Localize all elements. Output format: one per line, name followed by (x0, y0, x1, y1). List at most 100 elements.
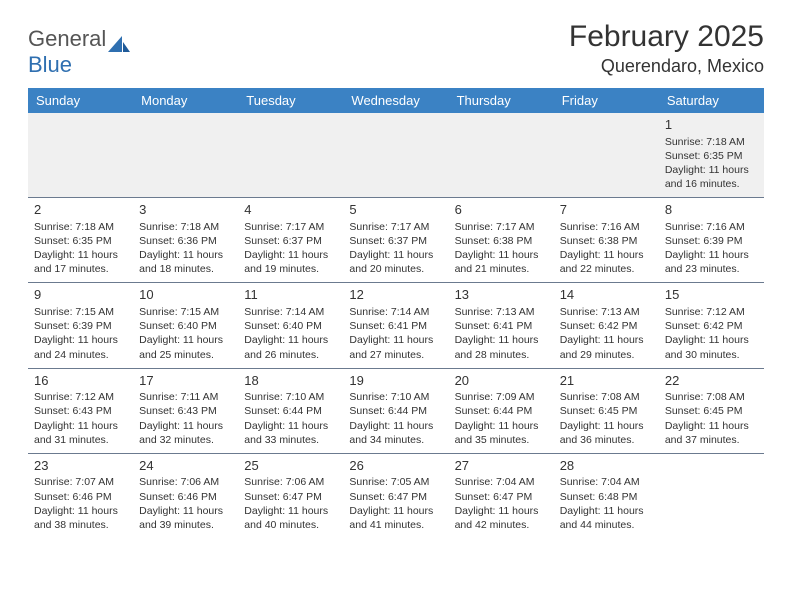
logo-text-2: Blue (28, 52, 72, 77)
calendar-page: General Blue February 2025 Querendaro, M… (0, 0, 792, 558)
calendar-row: 16Sunrise: 7:12 AMSunset: 6:43 PMDayligh… (28, 368, 764, 453)
sunrise-text: Sunrise: 7:10 AM (349, 390, 442, 404)
sunset-text: Sunset: 6:43 PM (34, 404, 127, 418)
day-number: 16 (34, 372, 127, 390)
sunset-text: Sunset: 6:44 PM (455, 404, 548, 418)
sunrise-text: Sunrise: 7:04 AM (455, 475, 548, 489)
day-number: 17 (139, 372, 232, 390)
sunset-text: Sunset: 6:35 PM (34, 234, 127, 248)
day-number: 18 (244, 372, 337, 390)
day-cell: 12Sunrise: 7:14 AMSunset: 6:41 PMDayligh… (343, 283, 448, 368)
day-cell: 13Sunrise: 7:13 AMSunset: 6:41 PMDayligh… (449, 283, 554, 368)
sunset-text: Sunset: 6:47 PM (244, 490, 337, 504)
day-cell: 27Sunrise: 7:04 AMSunset: 6:47 PMDayligh… (449, 453, 554, 538)
calendar-table: Sunday Monday Tuesday Wednesday Thursday… (28, 88, 764, 538)
sunset-text: Sunset: 6:39 PM (34, 319, 127, 333)
sunset-text: Sunset: 6:41 PM (349, 319, 442, 333)
daylight-text: Daylight: 11 hours and 23 minutes. (665, 248, 758, 276)
day-number: 9 (34, 286, 127, 304)
day-cell: 9Sunrise: 7:15 AMSunset: 6:39 PMDaylight… (28, 283, 133, 368)
sunrise-text: Sunrise: 7:18 AM (139, 220, 232, 234)
day-number: 7 (560, 201, 653, 219)
daylight-text: Daylight: 11 hours and 17 minutes. (34, 248, 127, 276)
sunrise-text: Sunrise: 7:07 AM (34, 475, 127, 489)
day-header: Tuesday (238, 88, 343, 113)
sunrise-text: Sunrise: 7:10 AM (244, 390, 337, 404)
day-cell: 2Sunrise: 7:18 AMSunset: 6:35 PMDaylight… (28, 198, 133, 283)
sunrise-text: Sunrise: 7:16 AM (665, 220, 758, 234)
sunset-text: Sunset: 6:48 PM (560, 490, 653, 504)
location: Querendaro, Mexico (569, 56, 764, 77)
daylight-text: Daylight: 11 hours and 21 minutes. (455, 248, 548, 276)
sunrise-text: Sunrise: 7:13 AM (455, 305, 548, 319)
empty-cell (554, 113, 659, 198)
title-block: February 2025 Querendaro, Mexico (569, 20, 764, 77)
sunrise-text: Sunrise: 7:18 AM (34, 220, 127, 234)
empty-cell (238, 113, 343, 198)
daylight-text: Daylight: 11 hours and 28 minutes. (455, 333, 548, 361)
daylight-text: Daylight: 11 hours and 34 minutes. (349, 419, 442, 447)
logo-text: General Blue (28, 26, 130, 78)
header: General Blue February 2025 Querendaro, M… (28, 20, 764, 78)
day-number: 11 (244, 286, 337, 304)
sunrise-text: Sunrise: 7:06 AM (244, 475, 337, 489)
sunrise-text: Sunrise: 7:08 AM (665, 390, 758, 404)
day-cell: 20Sunrise: 7:09 AMSunset: 6:44 PMDayligh… (449, 368, 554, 453)
day-number: 6 (455, 201, 548, 219)
day-header: Saturday (659, 88, 764, 113)
sunrise-text: Sunrise: 7:09 AM (455, 390, 548, 404)
day-cell: 23Sunrise: 7:07 AMSunset: 6:46 PMDayligh… (28, 453, 133, 538)
day-number: 14 (560, 286, 653, 304)
sunrise-text: Sunrise: 7:15 AM (139, 305, 232, 319)
day-number: 24 (139, 457, 232, 475)
sunset-text: Sunset: 6:36 PM (139, 234, 232, 248)
day-cell: 16Sunrise: 7:12 AMSunset: 6:43 PMDayligh… (28, 368, 133, 453)
day-cell: 10Sunrise: 7:15 AMSunset: 6:40 PMDayligh… (133, 283, 238, 368)
daylight-text: Daylight: 11 hours and 25 minutes. (139, 333, 232, 361)
daylight-text: Daylight: 11 hours and 35 minutes. (455, 419, 548, 447)
sunset-text: Sunset: 6:41 PM (455, 319, 548, 333)
sunset-text: Sunset: 6:40 PM (244, 319, 337, 333)
day-number: 19 (349, 372, 442, 390)
calendar-row: 1Sunrise: 7:18 AMSunset: 6:35 PMDaylight… (28, 113, 764, 198)
day-number: 25 (244, 457, 337, 475)
daylight-text: Daylight: 11 hours and 19 minutes. (244, 248, 337, 276)
daylight-text: Daylight: 11 hours and 36 minutes. (560, 419, 653, 447)
day-number: 2 (34, 201, 127, 219)
sunset-text: Sunset: 6:42 PM (665, 319, 758, 333)
day-number: 5 (349, 201, 442, 219)
day-cell: 15Sunrise: 7:12 AMSunset: 6:42 PMDayligh… (659, 283, 764, 368)
daylight-text: Daylight: 11 hours and 40 minutes. (244, 504, 337, 532)
sunrise-text: Sunrise: 7:17 AM (244, 220, 337, 234)
month-title: February 2025 (569, 20, 764, 54)
calendar-row: 23Sunrise: 7:07 AMSunset: 6:46 PMDayligh… (28, 453, 764, 538)
day-number: 27 (455, 457, 548, 475)
sunset-text: Sunset: 6:47 PM (349, 490, 442, 504)
sunset-text: Sunset: 6:46 PM (139, 490, 232, 504)
logo: General Blue (28, 26, 130, 78)
calendar-head: Sunday Monday Tuesday Wednesday Thursday… (28, 88, 764, 113)
day-cell: 1Sunrise: 7:18 AMSunset: 6:35 PMDaylight… (659, 113, 764, 198)
day-number: 12 (349, 286, 442, 304)
day-header: Wednesday (343, 88, 448, 113)
day-number: 15 (665, 286, 758, 304)
daylight-text: Daylight: 11 hours and 44 minutes. (560, 504, 653, 532)
sunset-text: Sunset: 6:46 PM (34, 490, 127, 504)
day-cell: 22Sunrise: 7:08 AMSunset: 6:45 PMDayligh… (659, 368, 764, 453)
sunset-text: Sunset: 6:39 PM (665, 234, 758, 248)
sunset-text: Sunset: 6:43 PM (139, 404, 232, 418)
daylight-text: Daylight: 11 hours and 33 minutes. (244, 419, 337, 447)
day-number: 3 (139, 201, 232, 219)
day-number: 21 (560, 372, 653, 390)
sunrise-text: Sunrise: 7:16 AM (560, 220, 653, 234)
day-number: 20 (455, 372, 548, 390)
daylight-text: Daylight: 11 hours and 29 minutes. (560, 333, 653, 361)
daylight-text: Daylight: 11 hours and 16 minutes. (665, 163, 758, 191)
sunrise-text: Sunrise: 7:05 AM (349, 475, 442, 489)
empty-cell (449, 113, 554, 198)
day-number: 13 (455, 286, 548, 304)
daylight-text: Daylight: 11 hours and 20 minutes. (349, 248, 442, 276)
sunset-text: Sunset: 6:40 PM (139, 319, 232, 333)
logo-text-1: General (28, 26, 106, 51)
empty-cell (659, 453, 764, 538)
